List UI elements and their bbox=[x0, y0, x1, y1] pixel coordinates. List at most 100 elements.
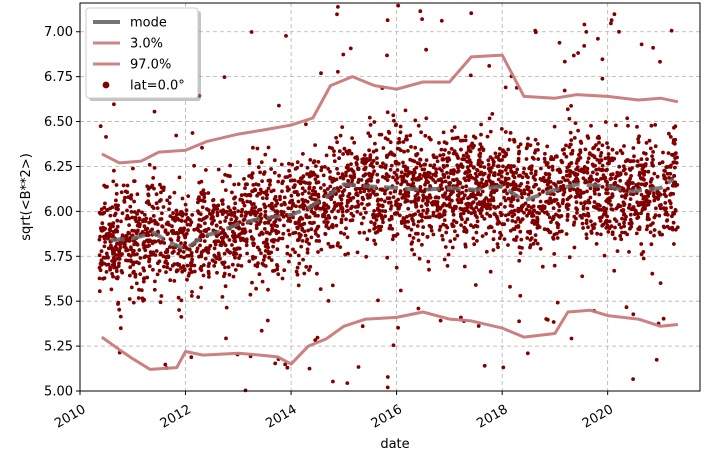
scatter-point bbox=[561, 192, 566, 197]
scatter-point bbox=[599, 151, 604, 155]
scatter-point bbox=[515, 167, 520, 172]
scatter-point bbox=[127, 216, 132, 221]
scatter-point bbox=[223, 265, 227, 270]
scatter-point bbox=[584, 221, 589, 226]
scatter-point bbox=[259, 328, 264, 333]
scatter-point bbox=[584, 236, 589, 241]
scatter-point bbox=[442, 165, 446, 170]
scatter-point bbox=[498, 146, 502, 151]
scatter-point bbox=[646, 169, 651, 174]
scatter-point bbox=[388, 140, 393, 145]
scatter-point bbox=[138, 256, 143, 260]
scatter-point bbox=[562, 59, 567, 64]
scatter-point bbox=[658, 206, 663, 211]
scatter-point bbox=[228, 163, 233, 168]
scatter-point bbox=[450, 206, 455, 211]
scatter-point bbox=[602, 253, 607, 258]
scatter-point bbox=[530, 220, 535, 225]
scatter-point bbox=[153, 221, 158, 226]
scatter-point bbox=[431, 178, 436, 182]
scatter-point bbox=[294, 204, 298, 209]
scatter-point bbox=[142, 224, 147, 229]
scatter-point bbox=[551, 320, 556, 324]
scatter-point bbox=[276, 179, 281, 184]
scatter-point bbox=[219, 209, 223, 214]
scatter-point bbox=[498, 202, 503, 207]
scatter-point bbox=[487, 213, 492, 218]
scatter-point bbox=[333, 215, 337, 220]
scatter-point bbox=[304, 239, 309, 244]
scatter-point bbox=[268, 231, 272, 236]
scatter-point bbox=[229, 217, 234, 222]
scatter-point bbox=[190, 290, 194, 294]
scatter-point bbox=[486, 162, 491, 167]
scatter-point bbox=[652, 198, 657, 203]
scatter-point bbox=[423, 162, 428, 167]
scatter-point bbox=[309, 170, 313, 175]
scatter-point bbox=[433, 195, 438, 200]
scatter-point bbox=[330, 179, 335, 184]
scatter-point bbox=[275, 201, 280, 206]
scatter-point bbox=[650, 154, 654, 159]
scatter-point bbox=[633, 208, 638, 213]
scatter-point bbox=[665, 218, 670, 223]
scatter-point bbox=[151, 176, 156, 180]
scatter-point bbox=[362, 230, 367, 235]
scatter-point bbox=[508, 166, 513, 170]
scatter-point bbox=[197, 195, 201, 200]
scatter-point bbox=[525, 213, 529, 218]
scatter-point bbox=[508, 131, 513, 135]
scatter-point bbox=[578, 195, 583, 199]
scatter-point bbox=[228, 221, 232, 226]
scatter-point bbox=[375, 172, 380, 177]
scatter-point bbox=[382, 199, 387, 204]
scatter-point bbox=[321, 204, 326, 209]
scatter-point bbox=[383, 209, 388, 214]
scatter-point bbox=[348, 196, 353, 201]
scatter-point bbox=[296, 199, 301, 204]
scatter-point bbox=[287, 232, 292, 237]
scatter-point bbox=[152, 186, 156, 191]
scatter-point bbox=[416, 219, 421, 224]
scatter-point bbox=[514, 184, 519, 189]
scatter-point bbox=[372, 120, 377, 124]
scatter-point bbox=[568, 169, 573, 174]
scatter-point bbox=[297, 261, 302, 266]
scatter-point bbox=[101, 227, 106, 232]
scatter-point bbox=[526, 192, 531, 197]
scatter-point bbox=[224, 215, 229, 220]
scatter-point bbox=[595, 202, 600, 207]
scatter-point bbox=[660, 232, 664, 237]
scatter-point bbox=[258, 212, 263, 217]
scatter-point bbox=[187, 253, 192, 258]
scatter-point bbox=[569, 336, 574, 341]
scatter-point bbox=[350, 204, 354, 209]
scatter-point bbox=[341, 152, 345, 156]
scatter-point bbox=[631, 312, 636, 317]
scatter-point bbox=[308, 158, 313, 162]
scatter-point bbox=[447, 150, 451, 155]
scatter-point bbox=[551, 206, 556, 211]
scatter-point bbox=[260, 261, 265, 266]
scatter-point bbox=[323, 165, 327, 169]
scatter-point bbox=[205, 249, 210, 254]
scatter-point bbox=[282, 200, 287, 205]
scatter-point bbox=[247, 259, 252, 264]
scatter-point bbox=[166, 254, 171, 259]
scatter-point bbox=[307, 191, 311, 195]
scatter-point bbox=[446, 252, 451, 257]
scatter-point bbox=[159, 294, 164, 298]
scatter-point bbox=[405, 166, 410, 170]
scatter-point bbox=[455, 198, 460, 202]
scatter-point bbox=[295, 225, 300, 230]
scatter-point bbox=[629, 159, 634, 164]
scatter-point bbox=[281, 210, 286, 215]
scatter-point bbox=[115, 241, 119, 246]
y-tick-label: 6.25 bbox=[44, 160, 73, 175]
scatter-point bbox=[592, 189, 597, 193]
scatter-point bbox=[272, 158, 277, 163]
scatter-point bbox=[107, 227, 112, 232]
scatter-point bbox=[278, 197, 282, 202]
scatter-point bbox=[298, 179, 303, 184]
scatter-point bbox=[548, 185, 553, 190]
